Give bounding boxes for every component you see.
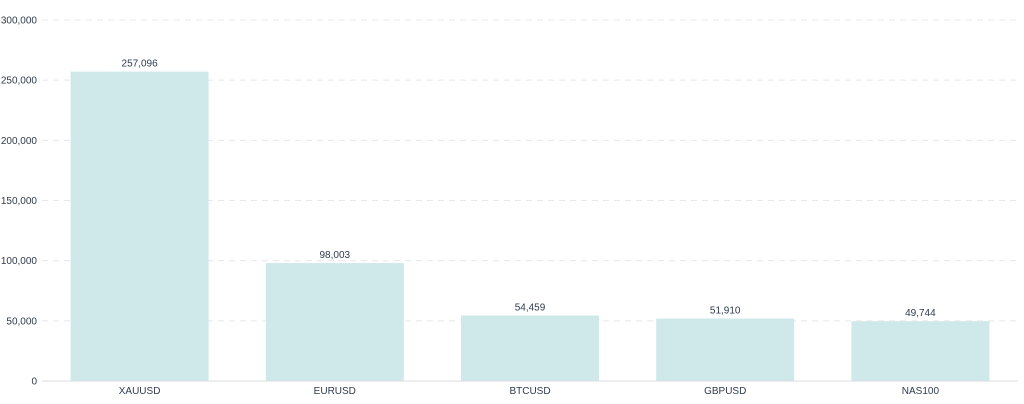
data-label: 98,003 xyxy=(320,250,351,261)
bars xyxy=(70,71,990,382)
bar-nas100[interactable] xyxy=(851,321,990,381)
x-tick-label: EURUSD xyxy=(314,386,356,397)
bar-gbpusd[interactable] xyxy=(656,318,795,381)
y-axis: 0 50,000 100,000 150,000 200,000 250,000 300,0… xyxy=(1,16,38,388)
y-tick-label: 50,000 xyxy=(6,316,37,327)
y-tick-label: 100,000 xyxy=(1,256,38,267)
y-tick-label: 250,000 xyxy=(1,76,38,87)
data-label: 51,910 xyxy=(710,306,741,317)
x-tick-label: GBPUSD xyxy=(704,386,746,397)
data-label: 49,744 xyxy=(905,308,936,319)
x-axis: XAUUSD EURUSD BTCUSD GBPUSD NAS100 xyxy=(42,380,1018,397)
bar-xauusd[interactable] xyxy=(70,71,209,382)
data-labels: 257,096 98,003 54,459 51,910 49,744 xyxy=(122,59,937,320)
y-tick-label: 200,000 xyxy=(1,136,38,147)
bar-eurusd[interactable] xyxy=(265,263,404,381)
x-tick-label: XAUUSD xyxy=(119,386,161,397)
data-label: 54,459 xyxy=(515,302,546,313)
y-tick-label: 300,000 xyxy=(1,16,38,27)
y-tick-label: 150,000 xyxy=(1,196,38,207)
y-tick-label: 0 xyxy=(31,377,37,388)
data-label: 257,096 xyxy=(122,59,159,70)
bar-btcusd[interactable] xyxy=(461,315,599,381)
x-tick-label: NAS100 xyxy=(902,386,940,397)
x-tick-label: BTCUSD xyxy=(509,386,550,397)
